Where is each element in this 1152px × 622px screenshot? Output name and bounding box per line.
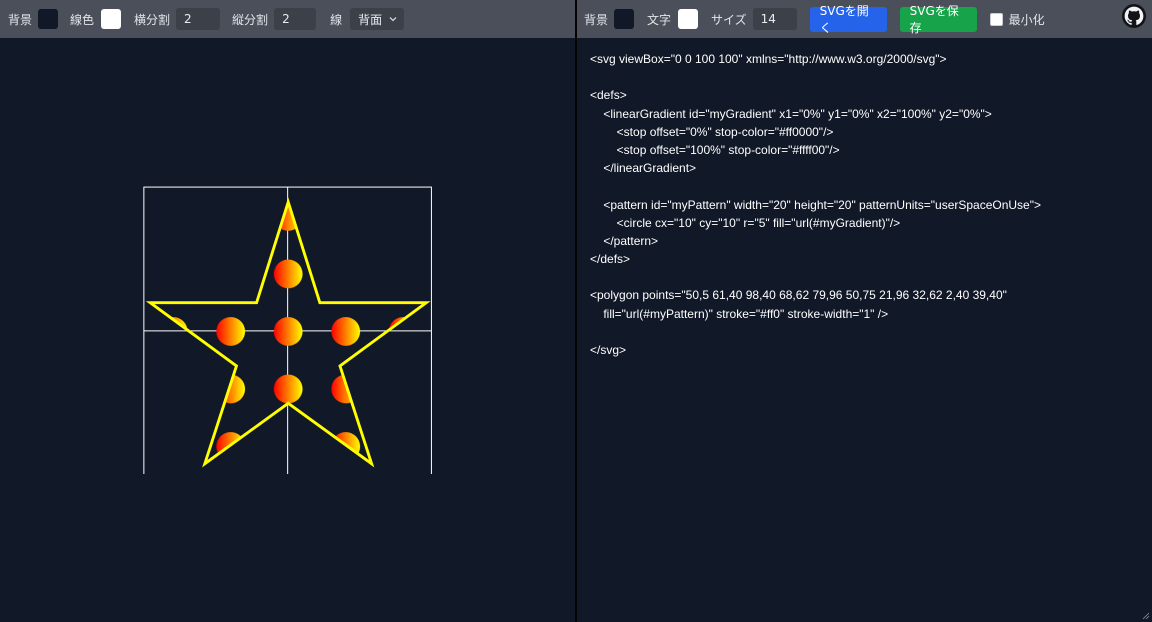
minify-label: 最小化 bbox=[1008, 12, 1045, 27]
code-line: </pattern> bbox=[590, 233, 659, 248]
code-line bbox=[590, 177, 1145, 195]
editor-bg-label: 背景 bbox=[584, 12, 609, 27]
line-position-value: 背面 bbox=[358, 12, 383, 27]
minify-checkbox[interactable] bbox=[989, 12, 1003, 26]
editor-bg-color-picker[interactable] bbox=[614, 9, 635, 29]
h-div-input[interactable]: 2 bbox=[176, 8, 221, 30]
github-icon[interactable] bbox=[1122, 4, 1146, 28]
preview-pane: 背景 線色 横分割 2 縦分割 2 線 背面 bbox=[0, 0, 575, 622]
code-line: <stop offset="0%" stop-color="#ff0000"/> bbox=[590, 124, 834, 139]
pane-divider[interactable] bbox=[575, 0, 577, 622]
font-size-label: サイズ bbox=[711, 12, 747, 27]
chevron-down-icon bbox=[389, 17, 397, 22]
code-line: <pattern id="myPattern" width="20" heigh… bbox=[590, 197, 1042, 212]
code-line: </svg> bbox=[590, 343, 627, 357]
code-line bbox=[590, 68, 1145, 86]
svg-preview bbox=[143, 186, 432, 474]
code-line: </linearGradient> bbox=[590, 161, 697, 176]
svg-code-editor[interactable]: <svg viewBox="0 0 100 100" xmlns="http:/… bbox=[590, 50, 1145, 359]
font-size-input[interactable]: 14 bbox=[752, 8, 797, 30]
github-logo-icon bbox=[1124, 6, 1144, 25]
preview-toolbar: 背景 線色 横分割 2 縦分割 2 線 背面 bbox=[0, 0, 575, 38]
bg-color-picker[interactable] bbox=[38, 9, 59, 29]
preview-svg bbox=[143, 186, 432, 474]
text-color-label: 文字 bbox=[647, 12, 672, 27]
code-line bbox=[590, 323, 1145, 341]
h-div-label: 横分割 bbox=[134, 12, 171, 27]
line-color-label: 線色 bbox=[70, 12, 95, 27]
code-line: <linearGradient id="myGradient" x1="0%" … bbox=[590, 106, 992, 121]
code-line: <defs> bbox=[590, 88, 627, 103]
editor-pane: 背景 文字 サイズ 14 SVGを開く SVGを保存 最小化 <svg view… bbox=[577, 0, 1152, 622]
save-svg-button[interactable]: SVGを保存 bbox=[899, 4, 977, 35]
resize-grip-icon[interactable] bbox=[1142, 612, 1150, 620]
code-line: fill="url(#myPattern)" stroke="#ff0" str… bbox=[590, 306, 889, 321]
line-label: 線 bbox=[330, 12, 343, 27]
code-line: <circle cx="10" cy="10" r="5" fill="url(… bbox=[590, 215, 901, 230]
editor-toolbar: 背景 文字 サイズ 14 SVGを開く SVGを保存 最小化 bbox=[577, 0, 1152, 38]
bg-label: 背景 bbox=[8, 12, 33, 27]
code-line: </defs> bbox=[590, 252, 631, 267]
code-line bbox=[590, 268, 1145, 286]
line-color-picker[interactable] bbox=[101, 9, 122, 29]
code-line: <polygon points="50,5 61,40 98,40 68,62 … bbox=[590, 288, 1007, 303]
code-line: <svg viewBox="0 0 100 100" xmlns="http:/… bbox=[590, 52, 947, 66]
star-shape bbox=[145, 197, 431, 468]
text-color-picker[interactable] bbox=[678, 9, 699, 29]
v-div-input[interactable]: 2 bbox=[274, 8, 317, 30]
code-line: <stop offset="100%" stop-color="#ffff00"… bbox=[590, 142, 840, 157]
line-position-select[interactable]: 背面 bbox=[350, 8, 405, 30]
v-div-label: 縦分割 bbox=[232, 12, 269, 27]
open-svg-button[interactable]: SVGを開く bbox=[809, 4, 887, 35]
